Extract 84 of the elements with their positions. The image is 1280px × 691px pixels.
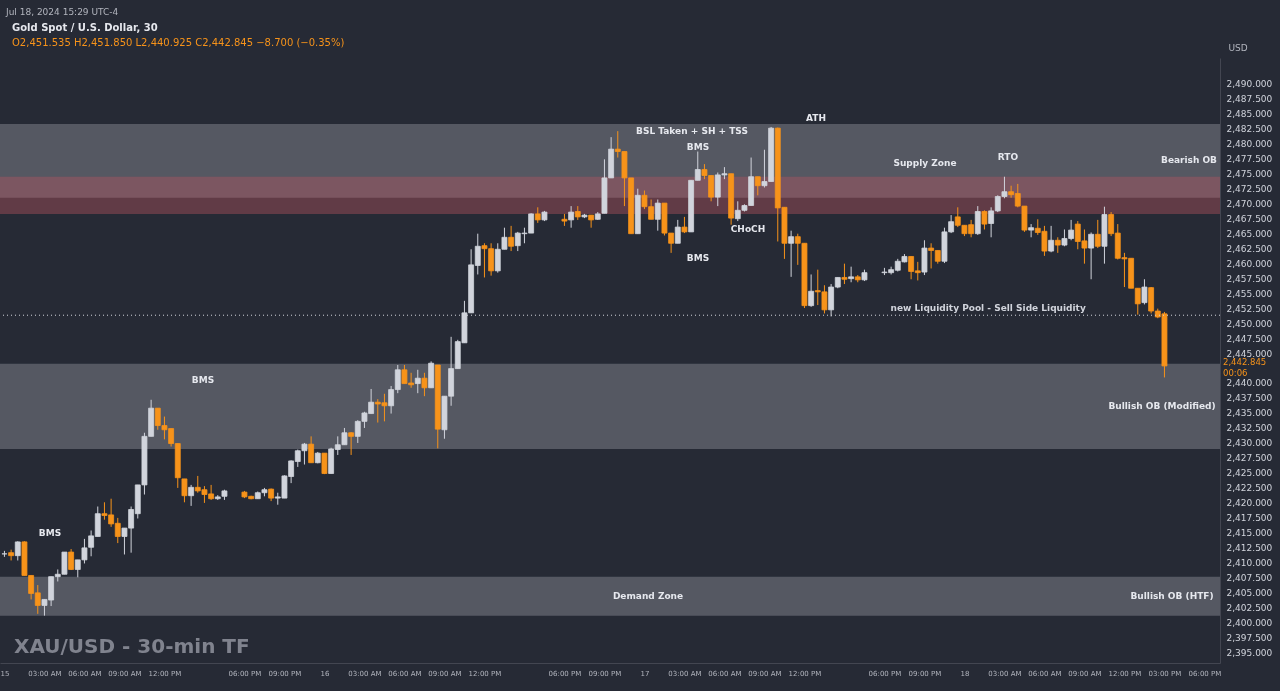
candlestick [1048, 225, 1055, 253]
chart-title: Gold Spot / U.S. Dollar, 30 [12, 22, 158, 33]
candlestick [308, 435, 315, 464]
candlestick [1028, 223, 1035, 238]
y-tick-label: 2,425.000 [1226, 468, 1273, 479]
y-tick-label: 2,465.000 [1226, 228, 1273, 239]
y-tick-label: 2,485.000 [1226, 108, 1273, 119]
annotation: BMS [191, 375, 215, 385]
ref-line-label: new Liquidity Pool - Sell Side Liquidity [890, 303, 1086, 314]
annotation: Demand Zone [612, 591, 684, 601]
y-axis-title: USD [1228, 42, 1248, 53]
annotation: Supply Zone [893, 158, 957, 168]
annotation: Bullish OB (Modified) [1108, 401, 1216, 411]
y-tick-label: 2,450.000 [1226, 318, 1273, 329]
y-tick-label: 2,422.500 [1226, 483, 1273, 494]
annotation: Bullish OB (HTF) [1130, 591, 1214, 601]
y-tick-label: 2,462.500 [1226, 243, 1273, 254]
candlestick [348, 431, 355, 456]
annotation: BMS [38, 528, 62, 538]
candlestick [1094, 219, 1101, 249]
annotation: Bearish OB [1161, 155, 1218, 165]
y-tick-label: 2,420.000 [1226, 498, 1273, 509]
y-tick-label: 2,457.500 [1226, 273, 1273, 284]
text: Jul 18, 2024 15:29 UTC-4 [5, 7, 119, 17]
candlestick [181, 478, 188, 503]
candlestick [788, 230, 795, 278]
annotation: BMS [686, 142, 710, 152]
annotation: RTO [997, 152, 1019, 162]
y-tick-label: 2,400.000 [1226, 618, 1273, 629]
candlestick [1088, 231, 1095, 280]
y-tick-label: 2,460.000 [1226, 258, 1273, 269]
y-tick-label: 2,417.500 [1226, 513, 1273, 524]
annotation: ATH [806, 113, 826, 123]
candlestick [754, 176, 761, 196]
candlestick [654, 199, 661, 232]
y-tick-label: 2,447.500 [1226, 333, 1273, 344]
candlestick [848, 266, 855, 283]
candlestick [974, 205, 981, 236]
annotation: BSL Taken + SH + TSS [636, 126, 748, 136]
y-tick-label: 2,427.500 [1226, 453, 1273, 464]
candlestick [568, 205, 575, 229]
y-tick-label: 2,437.500 [1226, 393, 1273, 404]
y-tick-label: 2,472.500 [1226, 183, 1273, 194]
y-tick-label: 2,482.500 [1226, 123, 1273, 134]
y-tick-label: 2,395.000 [1226, 648, 1273, 659]
annotation: BMS [686, 253, 710, 263]
y-tick-label: 2,480.000 [1226, 138, 1273, 149]
y-tick-label: 2,407.500 [1226, 573, 1273, 584]
y-tick-label: 2,405.000 [1226, 588, 1273, 599]
y-tick-label: 2,470.000 [1226, 198, 1273, 209]
y-tick-label: 2,435.000 [1226, 408, 1273, 419]
y-tick-label: 2,467.500 [1226, 213, 1273, 224]
candlestick [588, 214, 595, 229]
chart-subtitle: O2,451.535 H2,451.850 L2,440.925 C2,442.845 −8.700 (−0.35%) [12, 37, 345, 48]
candlestick [981, 209, 988, 230]
candlestick [508, 225, 515, 252]
candlestick [674, 219, 681, 244]
candlestick [841, 263, 848, 285]
y-tick-label: 2,477.500 [1226, 153, 1273, 164]
y-tick-label: 2,455.000 [1226, 288, 1273, 299]
y-tick-label: 2,475.000 [1226, 168, 1273, 179]
y-tick-label: 2,402.500 [1226, 603, 1273, 614]
y-tick-label: 2,397.500 [1226, 633, 1273, 644]
annotation: CHoCH [730, 224, 766, 234]
candlestick [414, 369, 421, 394]
candlestick [8, 549, 15, 561]
candlestick [808, 273, 815, 308]
y-tick-label: 2,415.000 [1226, 528, 1273, 539]
y-tick-label: 2,440.000 [1226, 378, 1273, 389]
candlestick [188, 484, 195, 507]
y-tick-label: 2,430.000 [1226, 438, 1273, 449]
y-tick-label: 2,410.000 [1226, 558, 1273, 569]
candlestick [14, 540, 21, 561]
candlestick [921, 239, 928, 276]
annotation: XAU/USD - 30-min TF [14, 634, 250, 658]
y-tick-label: 2,452.500 [1226, 303, 1273, 314]
text: 2,442.845 00:06 [1223, 357, 1267, 378]
y-tick-label: 2,432.500 [1226, 423, 1273, 434]
candlestick [1141, 278, 1148, 305]
y-tick-label: 2,490.000 [1226, 78, 1273, 89]
y-tick-label: 2,412.500 [1226, 543, 1273, 554]
y-tick-label: 2,487.500 [1226, 93, 1273, 104]
y-tick-label: 2,445.000 [1226, 348, 1273, 359]
candlestick [421, 372, 428, 397]
